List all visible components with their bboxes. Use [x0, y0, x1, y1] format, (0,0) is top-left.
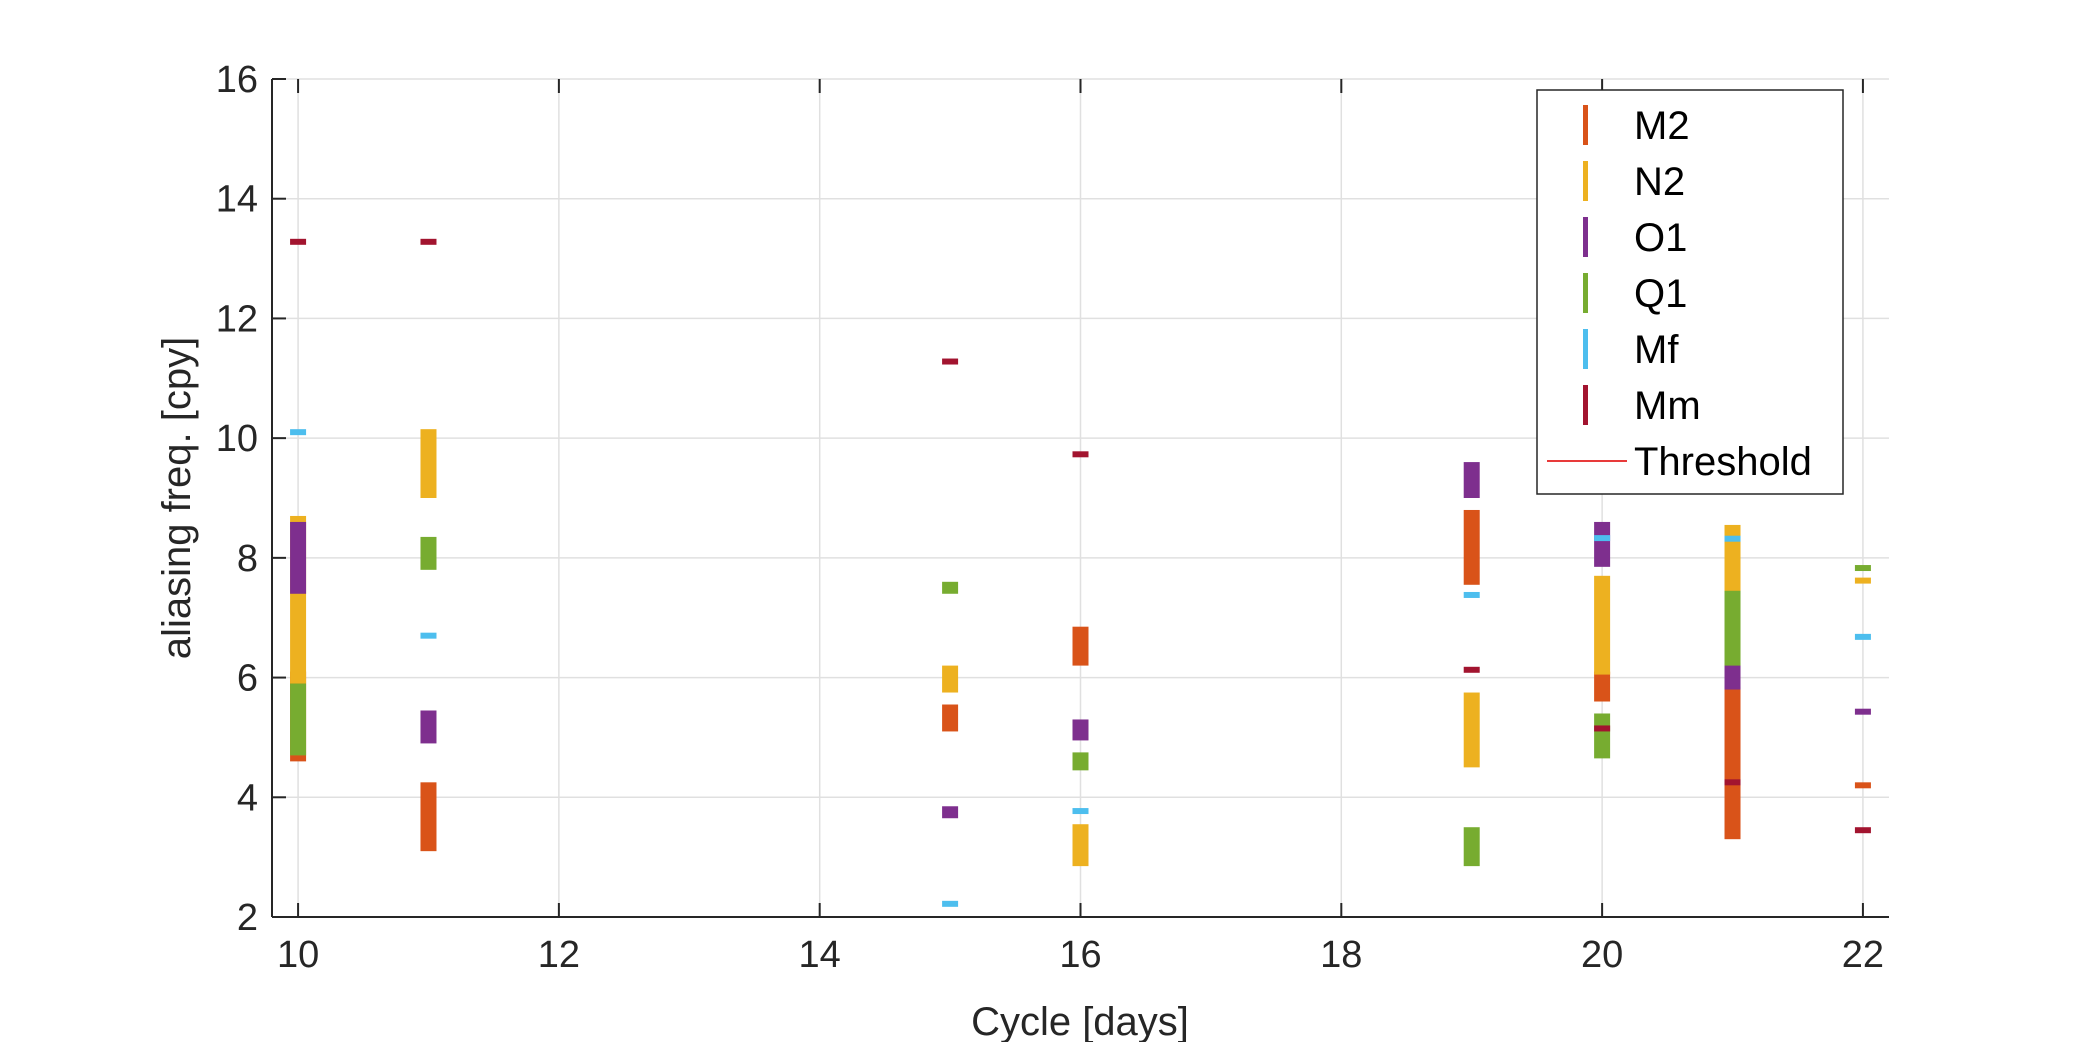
range-bar-m2 [1072, 626, 1089, 666]
range-bar-o1 [1594, 521, 1611, 567]
range-bar-mf [290, 429, 307, 436]
range-bar-mm [1854, 827, 1871, 834]
range-bar-m2 [942, 704, 959, 732]
y-tick-label: 4 [237, 777, 258, 819]
range-bar-o1 [1072, 719, 1089, 741]
y-tick-label: 16 [216, 59, 258, 101]
range-bar-m2 [1724, 686, 1741, 840]
range-bar-n2 [420, 429, 437, 498]
legend-label-mm: Mm [1634, 384, 1701, 428]
x-tick-label: 22 [1842, 934, 1884, 976]
range-bar-q1 [1724, 590, 1741, 666]
x-tick-labels: 10 12 14 16 18 20 22 [277, 934, 1884, 976]
range-bar-q1 [1594, 713, 1611, 759]
range-bar-m2 [1594, 671, 1611, 702]
range-bar-mm [290, 238, 307, 245]
range-bar-m2 [1463, 509, 1480, 585]
legend-marker-o1 [1583, 217, 1588, 257]
legend-label-q1: Q1 [1634, 272, 1687, 316]
legend-marker-mm [1583, 385, 1588, 425]
range-bar-mm [420, 238, 437, 245]
range-bar-o1 [420, 710, 437, 744]
y-tick-label: 12 [216, 298, 258, 340]
y-axis-label: aliasing freq. [cpy] [155, 337, 199, 659]
legend-marker-mf [1583, 329, 1588, 369]
range-bar-m2 [420, 782, 437, 852]
legend-box [1536, 89, 1844, 495]
range-bar-n2 [1463, 692, 1480, 768]
range-bar-mf [1724, 535, 1741, 542]
x-tick-label: 12 [538, 934, 580, 976]
range-bar-mf [1594, 535, 1611, 542]
range-bar-q1 [420, 536, 437, 570]
y-tick-label: 10 [216, 418, 258, 460]
range-bar-mf [942, 900, 959, 907]
range-bar-mm [942, 358, 959, 365]
y-tick-label: 8 [237, 538, 258, 580]
range-bar-o1 [1854, 708, 1871, 715]
range-bar-o1 [1724, 662, 1741, 690]
x-tick-label: 20 [1581, 934, 1623, 976]
legend-label-mf: Mf [1634, 328, 1679, 372]
range-bar-mf [1072, 808, 1089, 815]
legend-marker-q1 [1583, 273, 1588, 313]
range-bar-n2 [1854, 577, 1871, 584]
range-bar-o1 [942, 806, 959, 819]
range-bar-q1 [942, 581, 959, 594]
legend-label-threshold: Threshold [1634, 440, 1812, 484]
range-bar-m2 [1854, 782, 1871, 789]
legend-marker-m2 [1583, 105, 1588, 145]
range-bar-mm [1724, 779, 1741, 786]
range-bar-mm [1463, 666, 1480, 673]
legend-label-m2: M2 [1634, 104, 1690, 148]
range-bar-q1 [290, 683, 307, 756]
range-bar-mf [420, 632, 437, 639]
range-bar-n2 [1072, 824, 1089, 867]
y-tick-label: 14 [216, 179, 258, 221]
x-tick-label: 10 [277, 934, 319, 976]
range-bar-mf [1463, 591, 1480, 598]
x-tick-label: 18 [1320, 934, 1362, 976]
range-bar-n2 [1594, 575, 1611, 675]
legend-label-o1: O1 [1634, 216, 1687, 260]
range-bar-mm [1072, 451, 1089, 458]
range-bar-mm [1594, 725, 1611, 732]
x-tick-label: 16 [1059, 934, 1101, 976]
range-bar-mf [1854, 633, 1871, 640]
y-tick-label: 2 [237, 897, 258, 939]
range-bar-q1 [1463, 827, 1480, 867]
x-tick-label: 14 [799, 934, 841, 976]
range-bar-q1 [1854, 565, 1871, 572]
range-bar-n2 [942, 665, 959, 693]
range-bar-q1 [1072, 752, 1089, 771]
range-bar-o1 [1463, 462, 1480, 498]
range-bars [290, 238, 1871, 907]
y-tick-label: 6 [237, 658, 258, 700]
range-bar-o1 [290, 521, 307, 594]
legend: M2 N2 O1 Q1 Mf Mm Threshold [1536, 89, 1844, 495]
range-bar-n2 [1724, 524, 1741, 594]
x-axis-label: Cycle [days] [971, 1000, 1189, 1042]
legend-label-n2: N2 [1634, 160, 1685, 204]
y-tick-labels: 2 4 6 8 10 12 14 16 [216, 59, 258, 939]
legend-marker-n2 [1583, 161, 1588, 201]
